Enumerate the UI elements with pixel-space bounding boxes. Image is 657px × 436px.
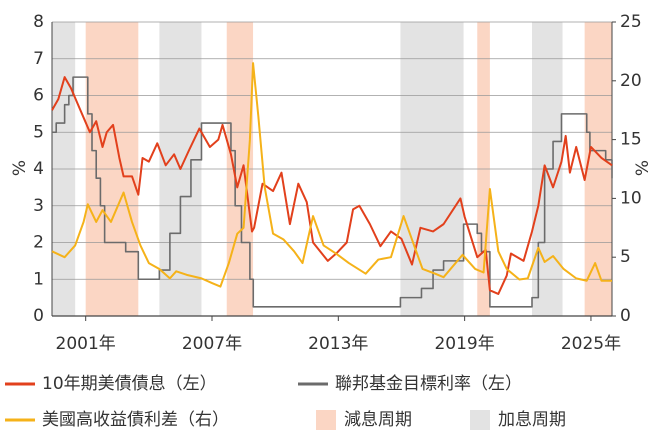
y2-tick-label: 10 [620, 188, 642, 208]
series-line [52, 76, 613, 308]
y2-tick-label: 0 [620, 306, 631, 326]
y-axis-label: % [10, 160, 30, 176]
y2-tick-label: 15 [620, 130, 642, 150]
x-tick-label: 2001年 [56, 334, 116, 354]
y-tick-label: 2 [33, 233, 44, 253]
y2-axis-label: % [633, 160, 653, 176]
y-tick-label: 1 [33, 269, 44, 289]
legend-label: 減息周期 [344, 410, 412, 430]
y2-tick-label: 25 [620, 12, 642, 32]
y2-tick-label: 20 [620, 71, 642, 91]
x-tick-label: 2007年 [182, 334, 242, 354]
y-tick-label: 3 [33, 196, 44, 216]
legend-label: 聯邦基金目標利率（左） [335, 374, 522, 394]
series-line [51, 76, 613, 295]
series-line [51, 62, 612, 288]
x-tick-label: 2025年 [561, 334, 621, 354]
legend-swatch [316, 410, 336, 430]
legend-swatch [470, 410, 490, 430]
y-tick-label: 8 [33, 12, 44, 32]
y-tick-label: 6 [33, 86, 44, 106]
y-tick-label: 7 [33, 49, 44, 69]
legend-label: 美國高收益債利差（右） [42, 410, 229, 430]
x-tick-label: 2019年 [434, 334, 494, 354]
y-tick-label: 0 [33, 306, 44, 326]
y-tick-label: 4 [33, 159, 44, 179]
y2-tick-label: 5 [620, 247, 631, 267]
legend-label: 加息周期 [498, 410, 566, 430]
x-tick-label: 2013年 [308, 334, 368, 354]
y-tick-label: 5 [33, 122, 44, 142]
legend-label: 10年期美債債息（左） [42, 374, 217, 394]
